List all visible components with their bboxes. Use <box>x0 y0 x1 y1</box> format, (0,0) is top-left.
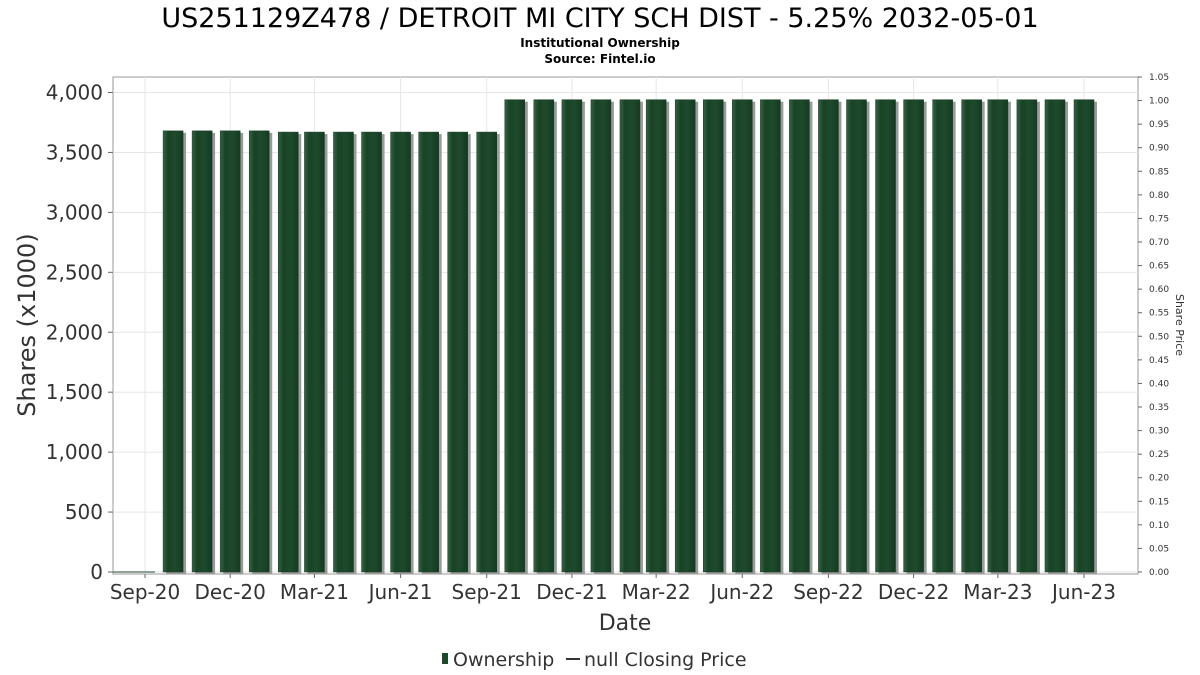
chart-source: Source: Fintel.io <box>544 52 655 66</box>
y2-tick-label: 0.25 <box>1149 450 1169 460</box>
x-tick-label: Jun-22 <box>708 580 774 604</box>
y-tick-label: 0 <box>90 560 103 584</box>
ownership-bar <box>361 131 382 573</box>
ownership-bar <box>162 130 184 573</box>
ownership-bar <box>875 99 896 573</box>
y-axis-ticks: 0 500 1,000 1,500 2,000 2,500 3,000 3,500 4,000 <box>46 81 113 584</box>
ownership-bar <box>561 99 583 573</box>
ownership-bar <box>674 99 696 573</box>
ownership-bar <box>1073 99 1095 573</box>
y2-tick-label: 0.10 <box>1149 521 1169 531</box>
ownership-bar <box>619 99 641 573</box>
y2-axis-title: Share Price <box>1173 294 1186 356</box>
ownership-bar <box>504 99 526 573</box>
ownership-bar <box>590 99 612 573</box>
y2-tick-label: 1.00 <box>1149 97 1169 107</box>
ownership-bar <box>390 131 411 573</box>
ownership-bar <box>846 99 867 573</box>
x-tick-label: Sep-20 <box>110 580 180 604</box>
ownership-bar <box>961 99 982 573</box>
y2-tick-label: 0.55 <box>1149 309 1169 319</box>
ownership-bar <box>1016 99 1038 573</box>
x-tick-label: Dec-21 <box>536 580 607 604</box>
y2-tick-label: 0.85 <box>1149 167 1169 177</box>
x-tick-label: Jun-21 <box>367 580 433 604</box>
ownership-bar <box>219 130 241 573</box>
y2-tick-label: 0.75 <box>1149 214 1169 224</box>
y2-tick-label: 0.40 <box>1149 379 1169 389</box>
ownership-bar <box>760 99 781 573</box>
ownership-bar <box>987 99 1009 573</box>
legend-ownership-swatch <box>442 653 448 664</box>
ownership-bar <box>818 99 839 573</box>
y-tick-label: 4,000 <box>46 81 103 105</box>
y2-tick-label: 0.50 <box>1149 332 1169 342</box>
y2-tick-label: 1.05 <box>1149 73 1169 83</box>
x-tick-label: Mar-21 <box>280 580 349 604</box>
y2-tick-label: 0.60 <box>1149 285 1169 295</box>
x-tick-label: Sep-22 <box>793 580 863 604</box>
y2-tick-label: 0.80 <box>1149 191 1169 201</box>
legend-price-label: null Closing Price <box>584 649 747 671</box>
legend: Ownership null Closing Price <box>442 649 747 671</box>
y-tick-label: 3,000 <box>46 200 103 224</box>
y-tick-label: 1,500 <box>46 380 103 404</box>
chart-subtitle: Institutional Ownership <box>520 36 680 50</box>
ownership-bar <box>789 99 810 573</box>
y-tick-label: 1,000 <box>46 440 103 464</box>
y2-tick-label: 0.65 <box>1149 262 1169 272</box>
y-axis-title: Shares (x1000) <box>13 233 41 416</box>
y2-tick-label: 0.90 <box>1149 144 1169 154</box>
ownership-bar <box>703 99 724 573</box>
ownership-bar <box>191 130 213 573</box>
x-tick-label: Dec-20 <box>195 580 266 604</box>
y2-tick-label: 0.00 <box>1149 568 1169 578</box>
ownership-bar <box>447 131 468 573</box>
x-axis-title: Date <box>599 611 652 636</box>
x-tick-label: Sep-21 <box>452 580 522 604</box>
ownership-bar <box>1044 99 1066 573</box>
x-tick-label: Mar-22 <box>622 580 691 604</box>
ownership-bar <box>932 99 953 573</box>
chart-title: US251129Z478 / DETROIT MI CITY SCH DIST … <box>161 3 1038 34</box>
y2-tick-label: 0.20 <box>1149 474 1169 484</box>
x-tick-label: Dec-22 <box>878 580 949 604</box>
ownership-bar <box>277 131 299 573</box>
y2-tick-label: 0.95 <box>1149 120 1169 130</box>
x-tick-label: Jun-23 <box>1050 580 1116 604</box>
ownership-bar <box>304 131 325 573</box>
y2-tick-label: 0.70 <box>1149 238 1169 248</box>
ownership-bars <box>113 99 1097 575</box>
ownership-bar <box>732 99 753 573</box>
y-tick-label: 2,000 <box>46 320 103 344</box>
x-axis-ticks: Sep-20 Dec-20 Mar-21 Jun-21 Sep-21 Dec-21 Mar-… <box>110 574 1116 604</box>
ownership-bar <box>533 99 555 573</box>
y2-tick-label: 0.05 <box>1149 544 1169 554</box>
y2-axis-ticks: 0.00 0.05 0.10 0.15 0.20 0.25 0.30 0.35 0.40 0.45… <box>1138 73 1169 578</box>
y-tick-label: 3,500 <box>46 140 103 164</box>
ownership-bar <box>476 131 497 573</box>
y2-tick-label: 0.35 <box>1149 403 1169 413</box>
y-tick-label: 500 <box>65 500 103 524</box>
y-tick-label: 2,500 <box>46 260 103 284</box>
y2-tick-label: 0.45 <box>1149 356 1169 366</box>
y2-tick-label: 0.30 <box>1149 427 1169 437</box>
ownership-bar <box>645 99 667 573</box>
y2-tick-label: 0.15 <box>1149 497 1169 507</box>
legend-ownership-label: Ownership <box>453 649 554 671</box>
ownership-bar <box>903 99 924 573</box>
ownership-bar <box>333 131 354 573</box>
ownership-bar <box>248 130 270 573</box>
x-tick-label: Mar-23 <box>963 580 1032 604</box>
ownership-bar <box>418 131 439 573</box>
